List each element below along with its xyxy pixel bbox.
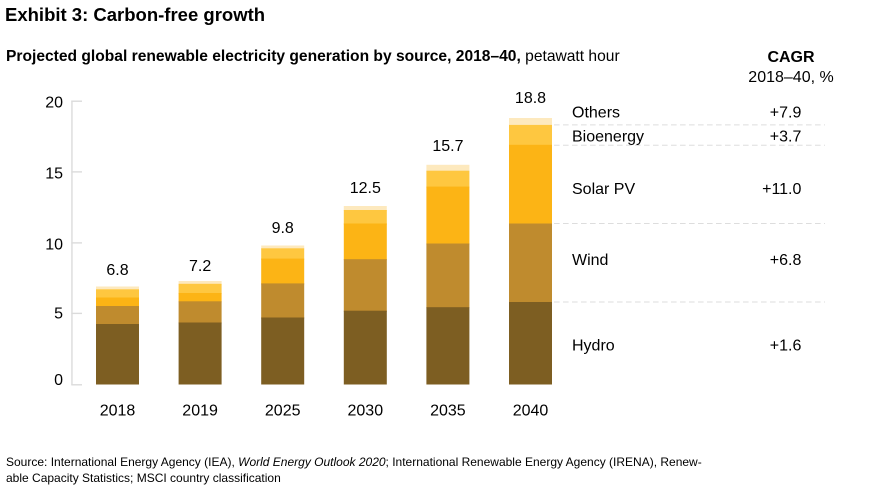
svg-text:9.8: 9.8 [272, 220, 294, 237]
svg-text:7.2: 7.2 [189, 258, 211, 275]
svg-text:+6.8: +6.8 [770, 252, 802, 269]
svg-text:+1.6: +1.6 [770, 338, 802, 355]
svg-text:5: 5 [54, 306, 63, 323]
svg-text:15: 15 [45, 165, 63, 182]
svg-text:Solar PV: Solar PV [572, 181, 635, 198]
svg-text:+3.7: +3.7 [770, 129, 802, 146]
svg-text:2025: 2025 [265, 403, 301, 420]
svg-text:+11.0: +11.0 [762, 181, 801, 198]
svg-text:15.7: 15.7 [432, 138, 463, 155]
svg-text:2019: 2019 [182, 403, 218, 420]
svg-text:2040: 2040 [513, 403, 549, 420]
svg-text:0: 0 [54, 372, 63, 389]
svg-text:+7.9: +7.9 [770, 105, 802, 122]
svg-text:10: 10 [45, 237, 63, 254]
svg-text:Others: Others [572, 105, 620, 122]
svg-text:2018: 2018 [100, 403, 136, 420]
svg-text:12.5: 12.5 [350, 180, 381, 197]
svg-text:2030: 2030 [348, 403, 384, 420]
svg-text:6.8: 6.8 [106, 262, 128, 279]
svg-text:Wind: Wind [572, 252, 608, 269]
svg-text:Hydro: Hydro [572, 338, 615, 355]
svg-text:18.8: 18.8 [515, 90, 546, 107]
svg-text:20: 20 [45, 94, 63, 111]
svg-text:Bioenergy: Bioenergy [572, 129, 644, 146]
svg-text:2035: 2035 [430, 403, 466, 420]
